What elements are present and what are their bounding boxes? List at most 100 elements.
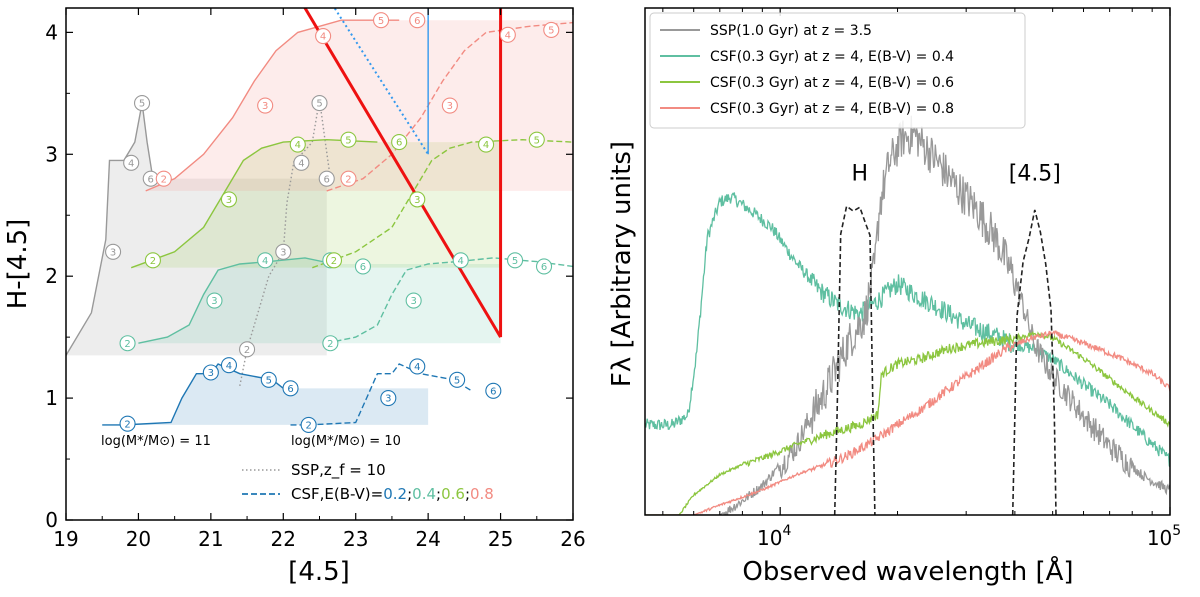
left-fill-regions [66,20,573,425]
legend-label-1: CSF(0.3 Gyr) at z = 4, E(B-V) = 0.4 [710,49,954,65]
age-marker-6-1: 3 [220,191,238,208]
age-marker-2-2: 4 [220,357,238,374]
x-tick-label: 22 [271,527,296,551]
age-marker-circle [485,382,502,399]
age-marker-label: 6 [490,386,496,397]
age-marker-label: 3 [110,247,116,258]
age-marker-9-3: 5 [543,21,560,38]
age-marker-1-2: 4 [293,154,310,171]
tick-base: 10 [1147,526,1172,550]
age-marker-circle [155,170,172,187]
filter-labels: H [4.5] [851,161,1060,186]
age-marker-circle [322,335,339,352]
age-marker-circle [478,136,495,153]
x-tick-label: 25 [488,527,513,551]
age-marker-circle [441,97,458,114]
age-marker-1-0: 2 [239,341,256,358]
filter-curve-H [833,204,876,515]
x-tick-label: 23 [343,527,368,551]
age-marker-8-1: 3 [257,97,274,114]
age-marker-label: 5 [454,375,460,386]
age-marker-circle [144,252,161,269]
age-marker-9-1: 3 [441,97,458,114]
age-marker-6-3: 5 [340,131,357,148]
age-marker-label: 4 [414,362,420,373]
age-marker-3-1: 3 [380,390,397,407]
age-marker-circle [405,292,422,309]
fill-region-2 [102,363,429,425]
age-marker-label: 3 [385,394,391,405]
age-marker-circle [528,131,545,148]
age-marker-label: 5 [139,99,145,110]
left-x-axis-title: [4.5] [288,557,350,587]
age-marker-circle [134,95,151,112]
legend-ebv-08: 0.8 [470,485,494,503]
age-marker-circle [300,416,317,433]
age-marker-circle [123,154,140,171]
age-marker-4-4: 6 [354,258,372,275]
tick-exponent: 4 [782,523,791,539]
y-tick-label: 3 [45,142,58,166]
age-marker-circle [499,26,516,43]
age-marker-label: 4 [262,256,268,267]
legend-csf-label: CSF,E(B-V)=0.2;0.4;0.6;0.8 [291,485,494,503]
age-marker-4-2: 4 [257,252,274,269]
age-marker-label: 4 [505,30,511,41]
age-marker-9-0: 2 [340,170,357,187]
age-marker-label: 4 [298,158,304,169]
age-marker-2-0: 2 [119,415,136,432]
age-marker-8-3: 5 [373,12,390,29]
age-marker-label: 5 [345,135,351,146]
age-marker-label: 2 [124,419,130,430]
right-plot-frame [644,7,1171,516]
age-marker-label: 3 [280,247,286,258]
age-marker-circle [409,12,426,29]
age-marker-circle [220,191,238,208]
legend-ebv-04: 0.4 [412,485,436,503]
x-tick-label: 24 [415,527,440,551]
y-tick-label: 2 [45,264,58,288]
age-marker-label: 6 [324,174,330,185]
age-marker-circle [325,252,343,269]
age-marker-label: 3 [414,195,420,206]
age-marker-label: 6 [396,138,402,149]
age-marker-circle [311,95,328,112]
age-marker-label: 2 [327,339,333,350]
age-marker-circle [409,191,426,208]
age-marker-5-3: 5 [507,252,524,269]
age-marker-1-4: 6 [318,170,335,187]
left-legend: SSP,z_f = 10 CSF,E(B-V)=0.2;0.4;0.6;0.8 [242,461,494,503]
age-marker-6-2: 4 [289,136,306,153]
age-marker-3-4: 6 [485,382,502,399]
age-marker-label: 4 [483,140,489,151]
selection-cut-lines [303,8,503,338]
age-marker-4-0: 2 [119,335,136,352]
age-marker-circle [289,136,306,153]
age-marker-7-2: 4 [478,136,495,153]
legend-ebv-02: 0.2 [383,485,407,503]
age-marker-1-1: 3 [275,243,292,260]
age-marker-8-0: 2 [155,170,172,187]
age-marker-6-0: 2 [144,252,161,269]
age-marker-5-1: 3 [405,292,422,309]
age-marker-label: 6 [148,174,154,185]
y-tick-label: 1 [45,386,58,410]
age-marker-label: 2 [345,174,351,185]
series-line-4 [138,257,335,344]
age-marker-circle [449,371,466,388]
age-marker-label: 3 [208,368,214,379]
age-marker-label: 5 [548,26,554,37]
age-marker-3-0: 2 [300,416,317,433]
x-tick-label: 26 [560,527,585,551]
age-marker-label: 6 [541,262,547,273]
age-marker-circle [257,252,274,269]
age-markers: 3456234562345623456234562345623456234523… [105,12,560,433]
age-marker-label: 3 [211,296,217,307]
tick-exponent: 5 [1172,523,1181,539]
age-marker-label: 6 [414,16,420,27]
series-line-6 [130,138,378,269]
x-tick-label: 19 [53,527,78,551]
legend-ssp-label: SSP,z_f = 10 [291,461,386,480]
mass-annotation-11: log(M*/M⊙) = 11 [101,434,211,449]
